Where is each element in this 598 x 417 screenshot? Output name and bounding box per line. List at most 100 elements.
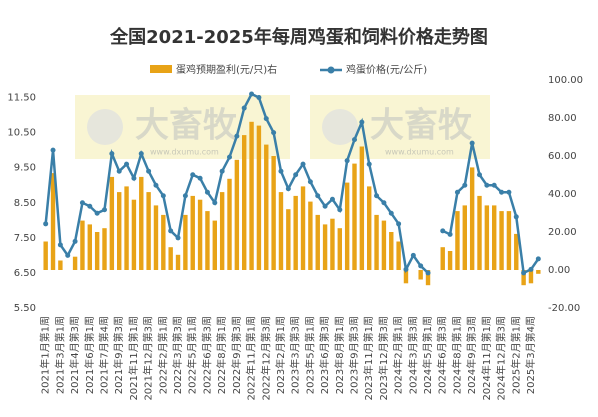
bar: [117, 192, 122, 270]
line-point: [307, 179, 313, 185]
bar: [300, 186, 306, 270]
line-point: [484, 182, 490, 188]
line-point: [352, 137, 357, 143]
bar: [58, 260, 63, 270]
bar: [183, 214, 188, 270]
y2-tick-label: 100.00: [548, 75, 583, 86]
line-point: [79, 200, 85, 206]
x-tick-label: 2021年4月第3周: [68, 316, 81, 394]
line-point: [469, 140, 475, 146]
x-tick-label: 2022年3月第3周: [171, 316, 184, 394]
bar: [396, 241, 401, 270]
bar: [484, 205, 490, 270]
bar: [293, 195, 298, 270]
bar: [212, 220, 217, 270]
bar: [337, 228, 342, 270]
line-point: [160, 193, 166, 199]
bar: [161, 214, 166, 270]
y2-tick-label: 60.00: [548, 151, 577, 162]
line-point: [234, 133, 240, 139]
line-point: [124, 161, 130, 167]
bar: [440, 247, 445, 270]
y-tick-label: 6.50: [14, 268, 36, 279]
line-point: [168, 228, 174, 234]
watermark-logo: [87, 109, 123, 145]
line-point: [109, 151, 115, 157]
bar: [80, 220, 85, 270]
line-point: [263, 116, 269, 122]
line-point: [227, 154, 232, 160]
bar: [381, 220, 387, 270]
line-point: [477, 172, 482, 178]
line-point: [315, 193, 321, 199]
x-tick-label: 2021年3月第1周: [53, 316, 66, 394]
bar: [315, 214, 320, 270]
x-tick-label: 2023年3月第3周: [289, 316, 302, 394]
bar: [322, 224, 328, 270]
line-point: [219, 168, 225, 174]
line-point: [447, 231, 453, 237]
x-tick-label: 2024年2月第1周: [392, 316, 405, 394]
line-point: [418, 263, 424, 269]
bar: [514, 233, 519, 270]
line-point: [278, 168, 284, 174]
bar: [536, 270, 541, 274]
line-point: [491, 182, 497, 188]
x-tick-label: 2022年5月第1周: [186, 316, 199, 394]
line-point: [87, 203, 93, 209]
line-point: [499, 189, 505, 195]
y2-tick-label: 40.00: [548, 189, 577, 200]
line-point: [388, 210, 394, 216]
line-point: [337, 207, 343, 213]
bar: [499, 211, 504, 270]
watermark: 大畜牧: [370, 106, 473, 146]
bar: [197, 199, 203, 270]
line-point: [322, 203, 328, 209]
x-tick-label: 2023年9月第3周: [348, 316, 361, 394]
line-point: [513, 214, 519, 220]
y2-tick-label: -20.00: [548, 303, 580, 314]
line-point: [116, 168, 122, 174]
bar: [286, 209, 291, 270]
bar: [278, 192, 284, 270]
bar: [227, 178, 232, 270]
x-tick-label: 2025年3月第4周: [524, 316, 537, 394]
line-point: [535, 256, 541, 262]
line-point: [271, 130, 277, 136]
bar: [256, 125, 262, 270]
line-point: [329, 196, 335, 202]
bar: [124, 186, 129, 270]
bar: [352, 163, 357, 270]
x-tick-label: 2025年2月第1周: [509, 316, 522, 394]
bar: [190, 195, 195, 270]
line-point: [521, 270, 527, 276]
bar: [477, 195, 482, 270]
line-point: [462, 182, 468, 188]
bar: [139, 176, 144, 270]
x-tick-label: 2024年11月第1周: [480, 316, 493, 401]
line-point: [256, 95, 262, 101]
line-point: [72, 238, 78, 244]
bar: [50, 173, 56, 270]
bar: [462, 205, 467, 270]
bar: [308, 201, 313, 270]
x-tick-label: 2024年12月第3周: [495, 316, 508, 401]
line-point: [344, 158, 350, 164]
bar: [425, 270, 431, 286]
watermark-url: www.dxumu.com: [150, 148, 219, 157]
line-point: [249, 91, 255, 97]
x-tick-label: 2021年9月第3周: [112, 316, 125, 394]
line-point: [212, 200, 218, 206]
bar: [359, 146, 365, 270]
y-tick-label: 7.50: [14, 233, 36, 244]
line-point: [381, 200, 387, 206]
line-point: [57, 242, 63, 248]
line-point: [175, 235, 181, 241]
bar: [455, 211, 460, 270]
line-point: [366, 161, 372, 167]
watermark-logo: [322, 109, 358, 145]
legend-label: 鸡蛋价格(元/公斤): [346, 63, 427, 76]
y-tick-label: 10.50: [7, 128, 36, 139]
bar: [330, 218, 335, 270]
bar: [72, 256, 78, 270]
